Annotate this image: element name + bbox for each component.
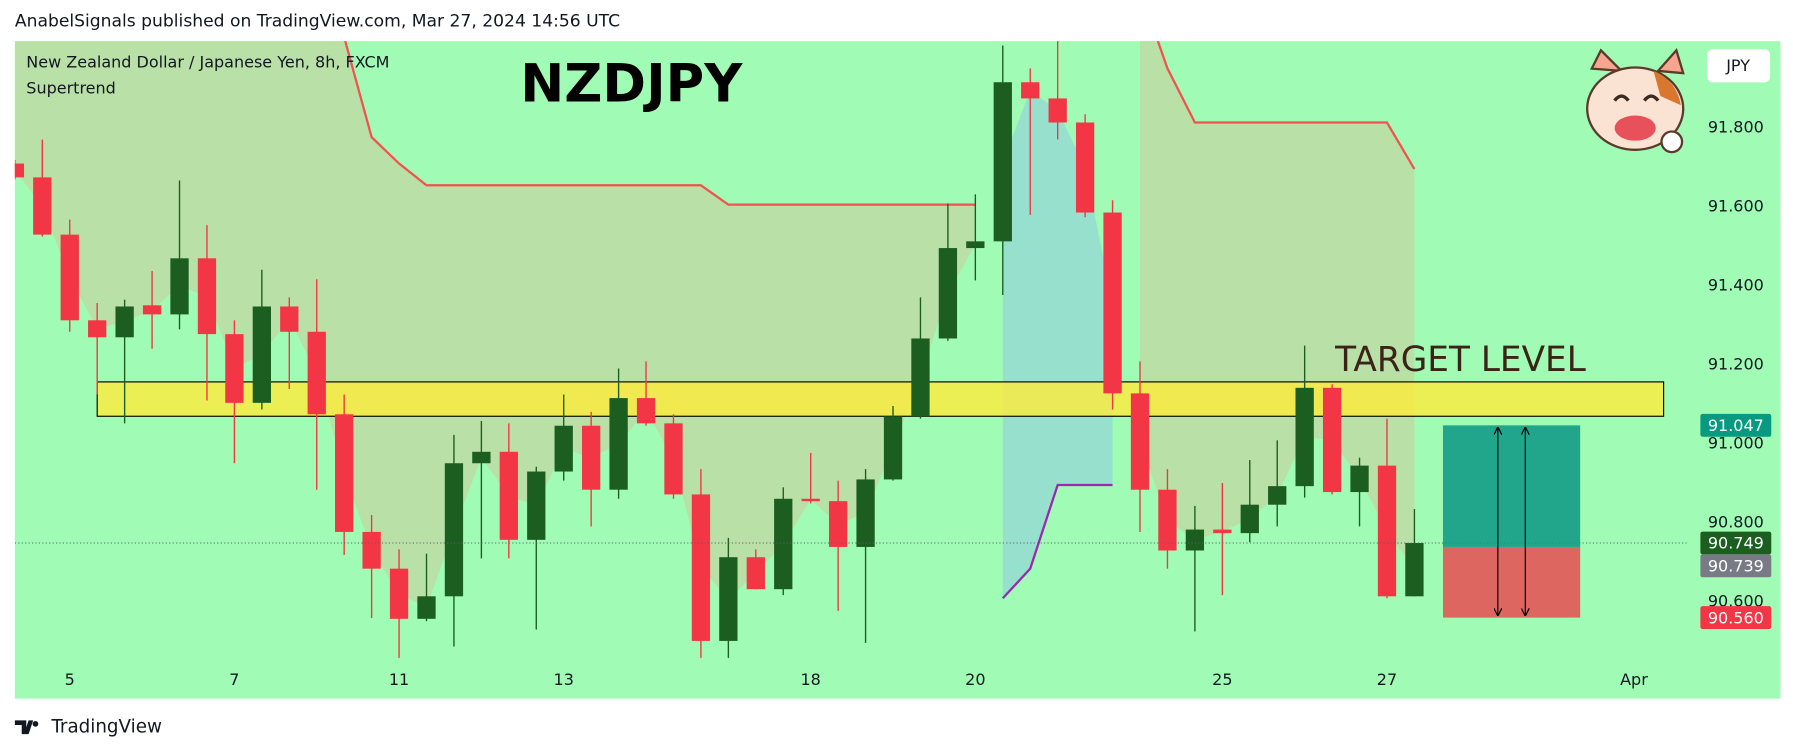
supertrend-line	[344, 41, 976, 206]
candle-body	[911, 338, 930, 417]
candle-body	[197, 258, 217, 335]
x-tick-label: 5	[65, 670, 75, 689]
candle-body	[1377, 465, 1397, 597]
candle-body	[60, 234, 79, 321]
candle-body	[966, 241, 985, 249]
candle-body	[115, 306, 134, 338]
candle-body	[719, 557, 738, 641]
y-tick-label: 91.400	[1708, 275, 1764, 294]
candle-body	[362, 531, 381, 569]
candle-body	[636, 398, 656, 424]
candle-body	[499, 451, 518, 540]
x-tick-label: 20	[965, 670, 985, 689]
plot-area	[14, 41, 1687, 658]
price-label-box	[1700, 413, 1772, 437]
mascot-icon	[1586, 48, 1685, 154]
candle-body	[307, 331, 326, 415]
position-loss	[1442, 546, 1581, 618]
candle-body	[88, 320, 107, 338]
target-zone	[96, 381, 1665, 417]
candle-body	[582, 425, 601, 490]
x-tick-label: 25	[1212, 670, 1232, 689]
candle-body	[1350, 465, 1369, 493]
tradingview-logo	[14, 720, 39, 735]
price-label-box	[1700, 554, 1772, 578]
candle-body	[938, 248, 958, 339]
price-label: 91.047	[1708, 416, 1764, 435]
candle-body	[252, 306, 271, 403]
candle-body	[1130, 393, 1150, 490]
candle-body	[389, 568, 409, 619]
x-tick-label: Apr	[1620, 670, 1648, 689]
candle-body	[527, 471, 546, 540]
y-tick-label: 91.000	[1708, 433, 1764, 452]
candle-body	[417, 596, 436, 619]
candle-body	[14, 163, 25, 178]
candle-body	[1405, 542, 1424, 597]
position-profit	[1442, 425, 1581, 547]
x-tick-label: 13	[554, 670, 574, 689]
chart-title: NZDJPY	[520, 54, 743, 115]
supertrend-fill	[14, 41, 976, 608]
indicator-legend: Supertrend	[26, 79, 116, 98]
candle-body	[33, 177, 52, 235]
y-tick-label: 91.200	[1708, 354, 1764, 373]
x-tick-label: 18	[801, 670, 821, 689]
candle-body	[444, 463, 464, 597]
candle-body	[1048, 98, 1067, 123]
candle-body	[280, 306, 299, 332]
supertrend-fill	[1140, 41, 1415, 570]
candle-body	[828, 501, 848, 547]
candle-body	[554, 425, 573, 472]
candle-body	[746, 557, 765, 590]
candle-body	[1158, 489, 1177, 551]
candle-body	[856, 479, 875, 547]
candle-body	[1268, 486, 1287, 505]
candle-body	[1213, 529, 1232, 534]
y-tick-label: 90.600	[1708, 591, 1764, 610]
price-label: 90.560	[1708, 608, 1764, 627]
candle-body	[801, 498, 820, 502]
candle-body	[1295, 387, 1314, 487]
candle-body	[1322, 387, 1342, 493]
footer-brand: TradingView	[50, 716, 162, 737]
symbol-legend: New Zealand Dollar / Japanese Yen, 8h, F…	[26, 52, 389, 71]
candle-body	[883, 416, 903, 480]
candle-body	[993, 82, 1012, 242]
supertrend-line	[1001, 483, 1113, 600]
price-axis: 90.600 90.800 91.000 91.200 91.400 91.600 91.8…	[1700, 118, 1772, 630]
price-label: 90.749	[1708, 534, 1764, 553]
price-label-box	[1700, 531, 1772, 555]
y-tick-label: 91.600	[1708, 196, 1764, 215]
candle-body	[664, 423, 683, 495]
x-tick-label: 7	[229, 670, 239, 689]
candle-body	[225, 334, 244, 403]
candle-body	[472, 451, 491, 464]
supertrend-fill	[1002, 90, 1113, 599]
price-label: 90.739	[1708, 557, 1764, 576]
candle-body	[609, 398, 628, 490]
x-tick-label: 11	[389, 670, 409, 689]
candle-body	[1240, 504, 1259, 534]
candle-body	[1185, 529, 1205, 551]
candle-body	[170, 258, 189, 315]
target-label: TARGET LEVEL	[1334, 340, 1586, 380]
currency-button[interactable]	[1707, 49, 1771, 83]
currency-label: JPY	[1725, 56, 1750, 75]
candle-body	[335, 414, 354, 532]
candle-body	[774, 498, 793, 590]
candle-body	[1103, 212, 1122, 394]
candle-body	[142, 305, 162, 315]
candle-body	[691, 494, 711, 641]
y-tick-label: 91.800	[1708, 118, 1764, 137]
price-label-box	[1700, 606, 1772, 630]
publish-header: AnabelSignals published on TradingView.c…	[15, 12, 620, 32]
candle-body	[1075, 122, 1095, 213]
supertrend-line	[1156, 41, 1416, 170]
candle-body	[1021, 82, 1040, 99]
y-tick-label: 90.800	[1708, 512, 1764, 531]
x-tick-label: 27	[1377, 670, 1397, 689]
